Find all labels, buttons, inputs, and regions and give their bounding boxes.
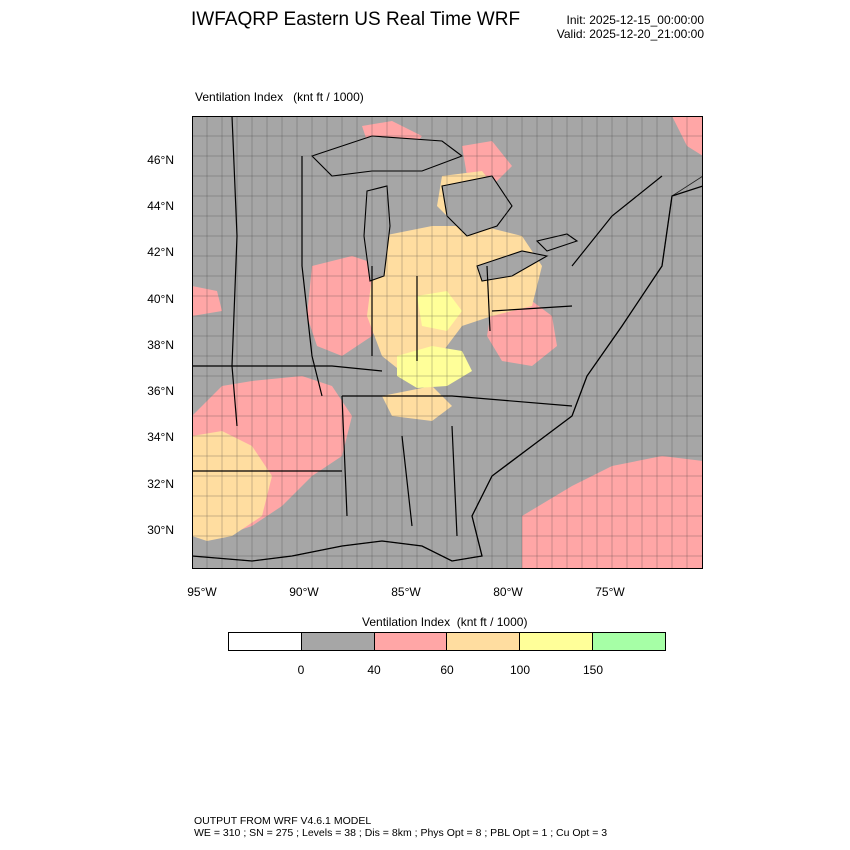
lat-label-32: 32°N [147,477,174,491]
colorbar-label-100: 100 [509,663,531,677]
colorbar-box-above-150 [593,633,665,650]
lat-label-40: 40°N [147,292,174,306]
lon-label-95: 95°W [187,585,217,599]
county-boundaries [192,116,703,569]
lon-label-75: 75°W [595,585,625,599]
lat-label-44: 44°N [147,199,174,213]
colorbar-title: Ventilation Index (knt ft / 1000) [362,615,528,629]
model-info-line1: OUTPUT FROM WRF V4.6.1 MODEL [194,815,372,827]
colorbar-label-150: 150 [582,663,604,677]
lat-label-30: 30°N [147,523,174,537]
colorbar [228,632,666,651]
lat-label-42: 42°N [147,245,174,259]
colorbar-box-below-0 [229,633,302,650]
colorbar-box-100-150 [520,633,594,650]
map-panel [192,116,703,569]
lat-label-38: 38°N [147,338,174,352]
init-time: Init: 2025-12-15_00:00:00 [566,13,704,27]
state-boundaries [192,116,663,537]
lat-label-34: 34°N [147,430,174,444]
index-100-150-regions [397,291,472,388]
valid-time: Valid: 2025-12-20_21:00:00 [556,27,704,41]
coastline [192,185,703,562]
map-border [192,116,703,569]
lon-label-80: 80°W [493,585,523,599]
colorbar-label-0: 0 [297,663,305,677]
lon-label-85: 85°W [391,585,421,599]
lat-label-46: 46°N [147,153,174,167]
lat-label-36: 36°N [147,384,174,398]
main-title: IWFAQRP Eastern US Real Time WRF [191,9,521,30]
map-subtitle: Ventilation Index (knt ft / 1000) [195,90,364,104]
model-info-line2: WE = 310 ; SN = 275 ; Levels = 38 ; Dis … [194,827,608,839]
colorbar-box-0-40 [301,633,375,650]
colorbar-label-40: 40 [367,663,381,677]
colorbar-box-40-60 [374,633,448,650]
lon-label-90: 90°W [289,585,319,599]
colorbar-label-60: 60 [440,663,454,677]
colorbar-box-60-100 [447,633,521,650]
